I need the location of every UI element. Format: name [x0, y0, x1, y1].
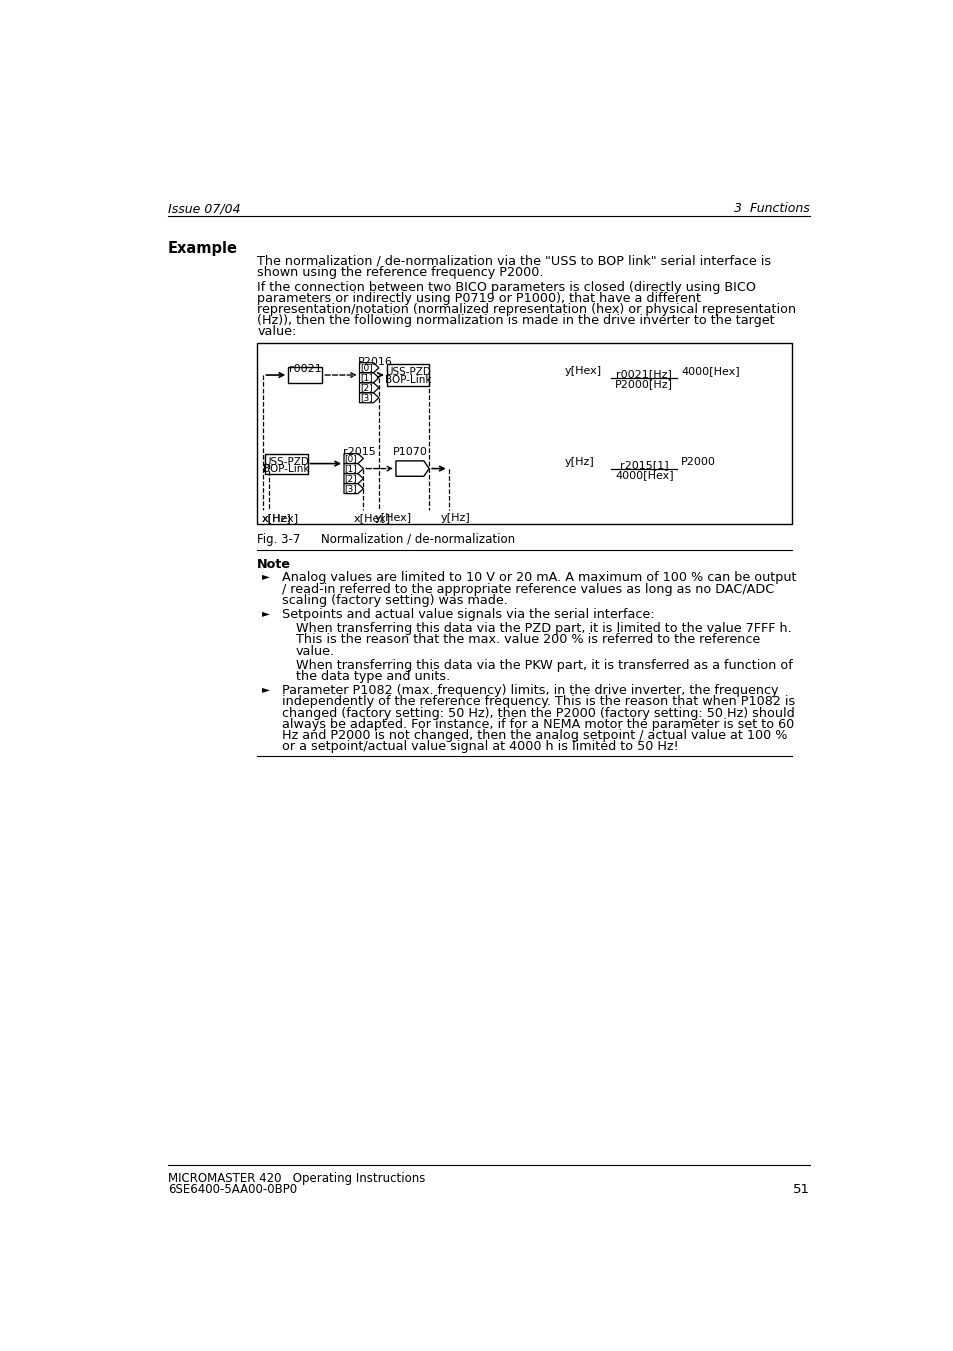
Text: ►: ► [261, 571, 270, 581]
Text: value.: value. [295, 644, 335, 658]
Text: y[Hz]: y[Hz] [564, 457, 594, 466]
Text: [0]: [0] [359, 363, 373, 373]
Text: Fig. 3-7: Fig. 3-7 [257, 532, 300, 546]
Text: x[Hex]: x[Hex] [261, 513, 298, 523]
Text: Setpoints and actual value signals via the serial interface:: Setpoints and actual value signals via t… [282, 608, 654, 621]
Text: the data type and units.: the data type and units. [295, 670, 450, 684]
Text: MICROMASTER 420   Operating Instructions: MICROMASTER 420 Operating Instructions [168, 1173, 425, 1185]
Text: r2015: r2015 [343, 447, 375, 458]
Text: (Hz)), then the following normalization is made in the drive inverter to the tar: (Hz)), then the following normalization … [257, 315, 774, 327]
Text: [1]: [1] [359, 373, 373, 382]
Text: or a setpoint/actual value signal at 4000 h is limited to 50 Hz!: or a setpoint/actual value signal at 400… [282, 740, 678, 753]
Text: Note: Note [257, 558, 291, 570]
Text: parameters or indirectly using P0719 or P1000), that have a different: parameters or indirectly using P0719 or … [257, 292, 700, 305]
Text: 4000[Hex]: 4000[Hex] [615, 470, 673, 480]
Text: shown using the reference frequency P2000.: shown using the reference frequency P200… [257, 266, 543, 278]
Text: x[Hex]: x[Hex] [354, 513, 391, 523]
Text: scaling (factory setting) was made.: scaling (factory setting) was made. [282, 593, 507, 607]
Text: P1070: P1070 [392, 447, 427, 458]
Text: Example: Example [168, 240, 238, 255]
Text: x[Hz]: x[Hz] [261, 513, 292, 523]
Text: y[Hex]: y[Hex] [375, 513, 412, 523]
Text: When transferring this data via the PZD part, it is limited to the value 7FFF h.: When transferring this data via the PZD … [295, 623, 791, 635]
Text: y[Hex]: y[Hex] [564, 366, 601, 376]
Bar [257, 343, 791, 524]
Text: Parameter P1082 (max. frequency) limits, in the drive inverter, the frequency: Parameter P1082 (max. frequency) limits,… [282, 684, 778, 697]
Text: USS-PZD: USS-PZD [263, 457, 309, 466]
Text: value:: value: [257, 326, 296, 338]
Text: 51: 51 [792, 1183, 809, 1196]
Text: This is the reason that the max. value 200 % is referred to the reference: This is the reason that the max. value 2… [295, 634, 760, 646]
Bar [265, 454, 307, 474]
Text: [2]: [2] [344, 474, 357, 484]
Text: 3  Functions: 3 Functions [733, 203, 809, 215]
Text: Issue 07/04: Issue 07/04 [168, 203, 240, 215]
Text: r0021: r0021 [289, 365, 321, 374]
Text: [2]: [2] [360, 384, 373, 393]
Text: changed (factory setting: 50 Hz), then the P2000 (factory setting: 50 Hz) should: changed (factory setting: 50 Hz), then t… [282, 707, 794, 720]
Text: representation/notation (normalized representation (hex) or physical representat: representation/notation (normalized repr… [257, 303, 796, 316]
Text: always be adapted. For instance, if for a NEMA motor the parameter is set to 60: always be adapted. For instance, if for … [282, 717, 794, 731]
Text: If the connection between two BICO parameters is closed (directly using BICO: If the connection between two BICO param… [257, 281, 756, 293]
Text: BOP-Link: BOP-Link [384, 376, 431, 385]
Text: USS-PZD: USS-PZD [385, 367, 431, 377]
Text: P2000[Hz]: P2000[Hz] [615, 378, 673, 389]
Text: Analog values are limited to 10 V or 20 mA. A maximum of 100 % can be output: Analog values are limited to 10 V or 20 … [282, 571, 796, 585]
Text: ►: ► [261, 684, 270, 694]
Text: Normalization / de-normalization: Normalization / de-normalization [320, 532, 515, 546]
Text: BOP-Link: BOP-Link [263, 465, 309, 474]
Text: [3]: [3] [359, 393, 373, 403]
Text: / read-in referred to the appropriate reference values as long as no DAC/ADC: / read-in referred to the appropriate re… [282, 582, 774, 596]
Text: y[Hz]: y[Hz] [440, 513, 470, 523]
Bar [386, 365, 429, 386]
Text: Hz and P2000 is not changed, then the analog setpoint / actual value at 100 %: Hz and P2000 is not changed, then the an… [282, 728, 786, 742]
Text: 4000[Hex]: 4000[Hex] [680, 366, 739, 376]
Text: P2016: P2016 [357, 357, 392, 366]
Text: P2000: P2000 [680, 457, 716, 466]
Bar [288, 367, 322, 382]
Text: [0]: [0] [344, 454, 357, 463]
Text: 6SE6400-5AA00-0BP0: 6SE6400-5AA00-0BP0 [168, 1183, 297, 1196]
Text: r2015[1]: r2015[1] [619, 459, 668, 470]
Text: [1]: [1] [344, 465, 357, 473]
Text: r0021[Hz]: r0021[Hz] [616, 369, 672, 378]
Text: ►: ► [261, 608, 270, 617]
Text: [3]: [3] [344, 485, 357, 493]
Text: independently of the reference frequency. This is the reason that when P1082 is: independently of the reference frequency… [282, 696, 795, 708]
Text: When transferring this data via the PKW part, it is transferred as a function of: When transferring this data via the PKW … [295, 659, 792, 671]
Text: The normalization / de-normalization via the "USS to BOP link" serial interface : The normalization / de-normalization via… [257, 254, 771, 267]
